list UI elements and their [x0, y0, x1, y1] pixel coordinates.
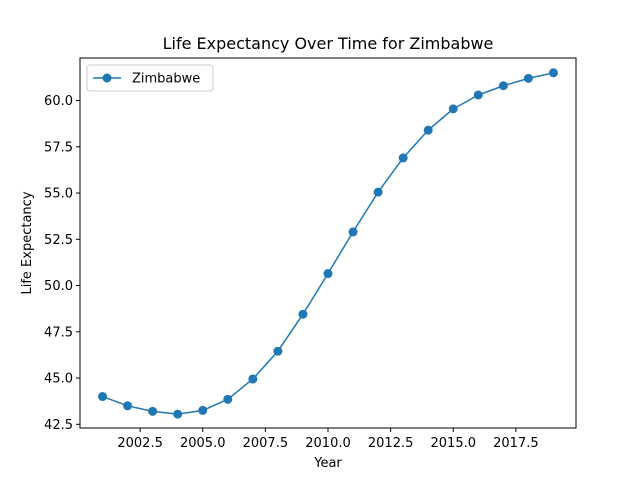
legend-box: [86, 64, 214, 92]
data-point: [223, 394, 233, 404]
y-tick-label: 50.0: [44, 279, 73, 294]
data-point: [548, 68, 558, 78]
data-point: [98, 392, 108, 402]
x-tick-label: 2017.5: [493, 436, 539, 451]
x-tick-label: 2007.5: [243, 436, 289, 451]
data-point: [523, 73, 533, 83]
legend: Zimbabwe: [86, 64, 214, 92]
data-point: [348, 227, 358, 237]
data-point: [248, 374, 258, 384]
data-point: [148, 406, 158, 416]
legend-marker-sample: [102, 73, 112, 83]
chart-title: Life Expectancy Over Time for Zimbabwe: [163, 34, 494, 53]
y-tick-label: 57.5: [44, 140, 73, 155]
plot-frame: [79, 57, 577, 429]
data-point: [198, 405, 208, 415]
data-point: [423, 125, 433, 135]
data-point: [448, 104, 458, 114]
data-point: [373, 187, 383, 197]
x-tick-label: 2002.5: [117, 436, 163, 451]
data-point: [498, 81, 508, 91]
data-point: [398, 153, 408, 163]
y-axis-ticks: 42.5 45.0 47.5 50.0 52.5 55.0 57.5 60.0: [44, 94, 80, 433]
y-tick-label: 47.5: [44, 325, 73, 340]
data-point: [323, 269, 333, 279]
y-axis-label: Life Expectancy: [20, 191, 35, 294]
x-axis-label: Year: [313, 456, 342, 471]
y-tick-label: 55.0: [44, 187, 73, 202]
data-point: [123, 401, 133, 411]
y-tick-label: 42.5: [44, 418, 73, 433]
data-point: [173, 409, 183, 419]
data-point: [473, 90, 483, 100]
legend-entry-label: Zimbabwe: [132, 72, 200, 87]
x-tick-label: 2015.0: [431, 436, 477, 451]
x-tick-label: 2005.0: [180, 436, 226, 451]
x-axis-ticks: 2002.5 2005.0 2007.5 2010.0 2012.5 2015.0 2017…: [117, 428, 539, 451]
y-tick-label: 45.0: [44, 372, 73, 387]
y-tick-label: 60.0: [44, 94, 73, 109]
x-tick-label: 2010.0: [305, 436, 351, 451]
series-layer: [98, 68, 558, 419]
x-tick-label: 2012.5: [368, 436, 414, 451]
plot-area: [80, 58, 576, 428]
y-tick-label: 52.5: [44, 233, 73, 248]
data-point: [273, 346, 283, 356]
data-point: [298, 309, 308, 319]
